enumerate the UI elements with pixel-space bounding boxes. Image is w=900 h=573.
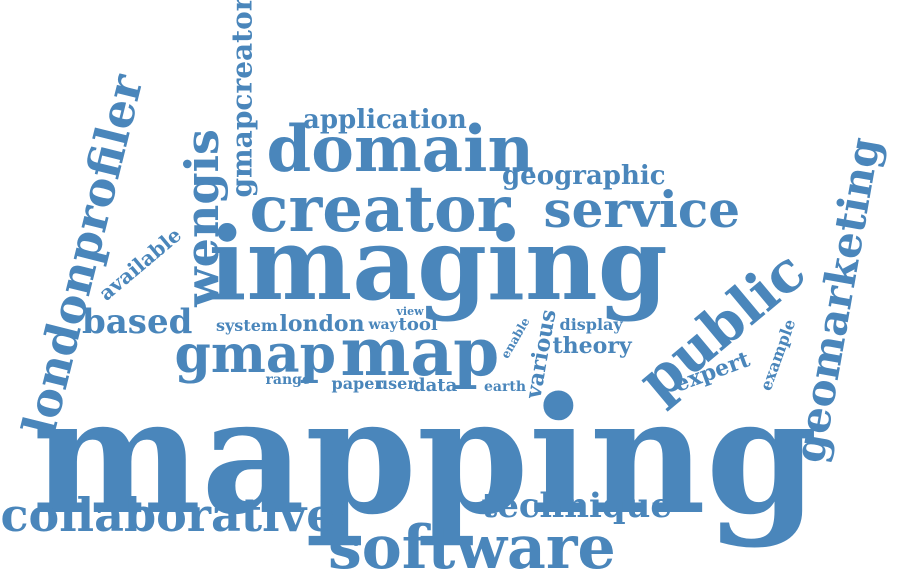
word-service: service — [543, 180, 741, 239]
word-application: application — [303, 105, 467, 135]
word-wengis: wengis — [174, 129, 229, 307]
word-based: based — [82, 302, 193, 342]
word-software: software — [328, 513, 616, 573]
word-theory: theory — [552, 333, 632, 359]
word-data: data — [413, 375, 458, 396]
word-map: map — [340, 313, 500, 391]
word-gmap: gmap — [174, 324, 336, 385]
word-technique: technique — [481, 486, 673, 526]
word-range: range — [265, 372, 311, 388]
word-display: display — [559, 315, 623, 334]
word-creator: creator — [249, 172, 511, 247]
word-collaborative: collaborative — [0, 488, 336, 542]
word-user: user — [376, 374, 416, 393]
word-way: way — [368, 317, 398, 333]
word-geographic: geographic — [502, 161, 666, 191]
word-imaging: imaging — [208, 205, 668, 323]
word-domain: domain — [266, 112, 534, 187]
word-view: view — [396, 304, 424, 318]
word-gmapcreator: gmapcreator — [225, 0, 259, 198]
word-earth: earth — [484, 379, 526, 395]
word-mapping: mapping — [32, 362, 818, 550]
word-london: london — [279, 311, 365, 337]
word-system: system — [216, 316, 278, 335]
word-paper: paper — [331, 374, 383, 393]
word-tool: tool — [398, 314, 438, 335]
